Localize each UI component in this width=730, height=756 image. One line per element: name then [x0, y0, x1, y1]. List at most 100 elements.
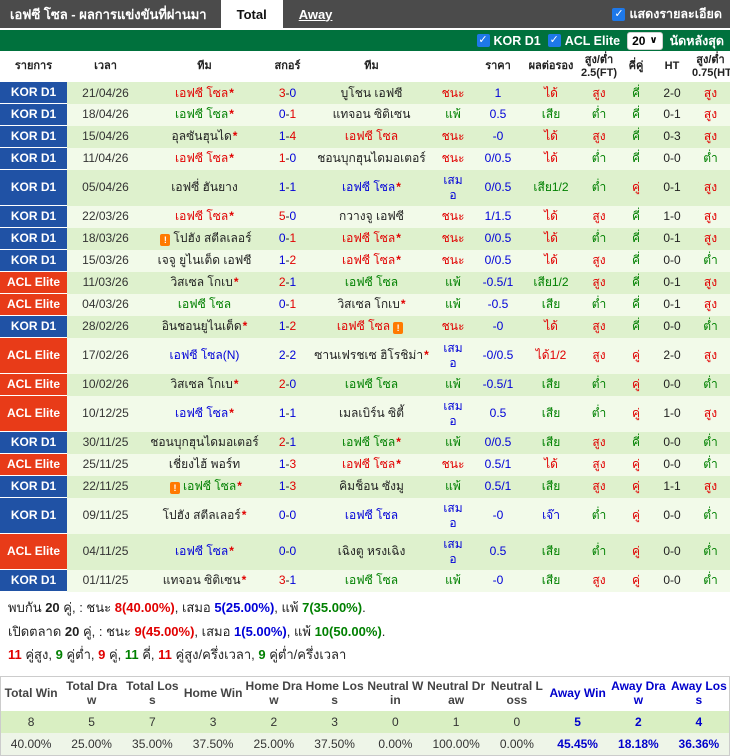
filter-acl-elite[interactable]: ✓ ACL Elite [547, 33, 621, 48]
filter-kor-d1[interactable]: ✓ KOR D1 [476, 34, 541, 48]
summary-segment: เปิดตลาด [8, 623, 65, 639]
stat-percent: 37.50% [304, 732, 365, 756]
stat-header: Home Win [182, 676, 244, 711]
home-team-cell: เอฟซี โซล* [144, 206, 265, 228]
odd-even-cell: คี่ [631, 107, 641, 122]
team-name: คิมช็อน ซังมู [339, 479, 404, 494]
away-score: 1 [289, 180, 297, 195]
ou25-cell: ต่ำ [591, 508, 607, 523]
summary-segment: คู่, : ชนะ [79, 623, 135, 639]
home-team-cell: วิสเซล โกเบ* [144, 272, 265, 294]
match-row: KOR D1 18/03/26 ! โปฮัง สตีลเลอร์ 0-1 เอฟ… [0, 227, 730, 251]
favorite-star-icon: * [229, 85, 234, 100]
card-icon: ! [160, 234, 171, 247]
away-score: 1 [289, 231, 297, 246]
league-cell: ACL Elite [0, 271, 67, 295]
match-row: KOR D1 18/04/26 เอฟซี โซล* 0-1 แทจอน ซิต… [0, 103, 730, 127]
result-cell: แพ้ [445, 573, 461, 588]
col-ht: HT [653, 51, 691, 83]
team-name: อินชอนยูไนเต็ด [161, 319, 242, 334]
favorite-star-icon: * [400, 297, 406, 312]
away-team-cell: เอฟซี โซล* [310, 432, 433, 454]
tab-total[interactable]: Total [220, 0, 283, 28]
away-score: 0 [289, 151, 297, 166]
favorite-star-icon: * [241, 573, 247, 588]
tab-away[interactable]: Away [298, 6, 333, 22]
score-cell: 1-2 [278, 319, 297, 334]
odd-even-cell: คี่ [631, 297, 641, 312]
home-score: 2 [278, 348, 286, 363]
summary-segment: 9 [98, 647, 106, 663]
away-score: 1 [289, 275, 297, 290]
match-count-value: 20 [632, 33, 646, 48]
team-name: แทจอน ซิติเซน [162, 573, 241, 588]
match-count-select[interactable]: 20 ∨ [627, 31, 663, 50]
ht-cell: 0-1 [663, 297, 681, 312]
score-cell: 3-0 [278, 85, 297, 100]
result-cell: ชนะ [441, 129, 465, 144]
team-name: เอฟซี โซล [342, 180, 396, 195]
match-row: ACL Elite 04/11/25 เอฟซี โซล* 0-0 เฉิงตู… [0, 533, 730, 571]
team-name: วิสเซล โกเบ [170, 377, 233, 392]
result-cell: ชนะ [441, 231, 465, 246]
summary-segment: คู่สูง/ครึ่งเวลา, [171, 647, 259, 663]
show-detail-toggle[interactable]: ✓ แสดงรายละเอียด [612, 4, 730, 24]
score-cell: 2-1 [278, 435, 297, 450]
score-cell: 0-1 [278, 297, 297, 312]
stat-count: 3 [304, 710, 365, 733]
stat-count: 5 [61, 710, 122, 733]
ou075-cell: สูง [703, 180, 718, 195]
result-cell: แพ้ [445, 275, 461, 290]
result-cell: ชนะ [441, 457, 465, 472]
ou075-cell: ต่ำ [703, 319, 718, 334]
home-team-cell: วิสเซล โกเบ* [144, 374, 265, 396]
summary-segment: 8(40.00%) [114, 600, 175, 616]
league-cell: KOR D1 [0, 227, 67, 251]
stat-header: Total Win [0, 676, 62, 711]
match-row: KOR D1 30/11/25 ชอนบุกฮุนไดมอเตอร์ 2-1 เ… [0, 431, 730, 455]
checkbox-checked-icon[interactable]: ✓ [476, 34, 490, 47]
team-name: เอฟซี โซล [342, 253, 396, 268]
match-row: KOR D1 05/04/26 เอฟซี่ ฮันยาง 1-1 เอฟซี … [0, 169, 730, 207]
hcap-result-cell: ได้ [544, 209, 558, 224]
team-name: แทจอน ซิติเซน [332, 107, 411, 122]
ht-cell: 0-0 [663, 573, 681, 588]
ou25-cell: สูง [592, 479, 606, 494]
checkbox-checked-icon[interactable]: ✓ [547, 34, 561, 47]
hcap-result-cell: ได้ [544, 231, 558, 246]
score-cell: 1-1 [278, 180, 297, 195]
summary-segment: คู่สูง, [21, 647, 56, 663]
odd-even-cell: คี่ [631, 253, 641, 268]
home-team-cell: เอฟซี โซล* [144, 534, 265, 570]
score-cell: 2-1 [278, 275, 297, 290]
team-name: เอฟซี โซล [344, 129, 399, 144]
hcap-result-cell: เสีย [541, 435, 561, 450]
checkbox-checked-icon[interactable]: ✓ [612, 7, 626, 21]
away-team-cell: เอฟซี โซล [310, 272, 433, 294]
summary-segment: คี่, [138, 647, 159, 663]
stat-count: 0 [365, 710, 426, 733]
filter-acl-elite-label: ACL Elite [564, 33, 621, 48]
team-name: ซานเฟรชเซ ฮิโรชิม่า [314, 348, 424, 363]
summary-segment: 9(45.00%) [134, 623, 195, 639]
odd-even-cell: คู่ [631, 406, 641, 421]
home-team-cell: เอฟซี โซล* [144, 396, 265, 432]
away-team-cell: เอฟซี โซล* [310, 454, 433, 476]
match-row: KOR D1 28/02/26 อินชอนยูไนเต็ด* 1-2 เอฟซ… [0, 315, 730, 339]
league-cell: KOR D1 [0, 249, 67, 273]
col-price: ราคา [473, 51, 523, 83]
home-team-cell: เชี่ยงไฮ้ พอร์ท [144, 454, 265, 476]
away-score: 3 [289, 479, 297, 494]
score-cell: 5-0 [278, 209, 297, 224]
ou075-cell: สูง [703, 107, 718, 122]
price-cell: 0/0.5 [484, 180, 512, 195]
home-team-cell: ! เอฟซี โซล* [144, 476, 265, 498]
show-detail-label: แสดงรายละเอียด [629, 7, 722, 21]
score-cell: 0-1 [278, 231, 297, 246]
match-row: KOR D1 09/11/25 โปฮัง สตีลเลอร์* 0-0 เอฟ… [0, 497, 730, 535]
card-icon: ! [170, 482, 181, 495]
hcap-result-cell: ได้1/2 [535, 348, 567, 363]
team-name: เฉิงตู หรงเฉิง [337, 544, 406, 559]
home-score: 1 [278, 129, 286, 144]
match-row: KOR D1 11/04/26 เอฟซี โซล* 1-0 ชอนบุกฮุน… [0, 147, 730, 171]
